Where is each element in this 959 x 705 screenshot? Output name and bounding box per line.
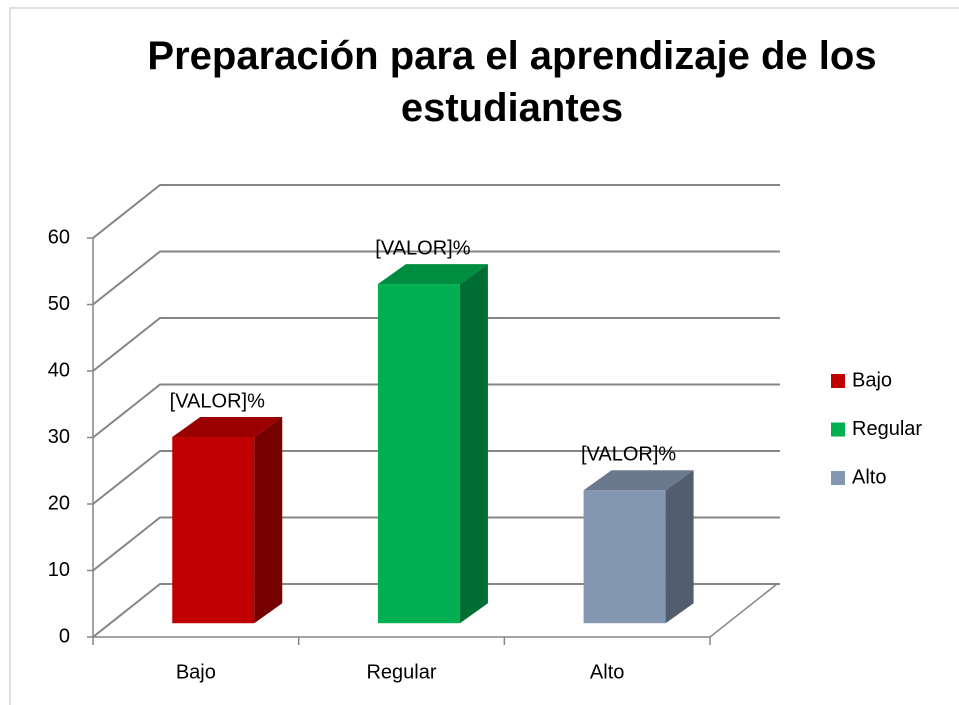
bar-front <box>172 437 255 624</box>
y-tick-label: 40 <box>48 359 70 381</box>
x-tick-label: Bajo <box>176 661 216 683</box>
bar-side <box>665 470 694 624</box>
y-tick-label: 30 <box>48 426 70 448</box>
chart-title: Preparación para el aprendizaje de los e… <box>147 34 877 130</box>
y-tick-label: 20 <box>48 492 70 514</box>
chart-border <box>9 7 959 705</box>
bar-side <box>459 264 488 624</box>
bar-top <box>172 417 283 438</box>
grid-line <box>92 317 780 372</box>
y-tick-label: 0 <box>59 625 70 647</box>
grid-line <box>92 184 780 239</box>
data-label: [VALOR]% <box>375 237 470 259</box>
grid-line <box>92 516 780 572</box>
legend-swatch <box>831 422 845 437</box>
legend-swatch <box>831 471 845 485</box>
legend-label: Alto <box>852 466 886 488</box>
y-tick-label: 60 <box>48 226 70 248</box>
bar-front <box>583 490 666 624</box>
grid-line <box>92 250 780 306</box>
data-label: [VALOR]% <box>170 390 265 412</box>
x-tick-label: Regular <box>366 661 436 683</box>
y-tick-label: 10 <box>48 559 70 581</box>
bar-top <box>583 470 694 491</box>
grid-line <box>92 583 780 638</box>
legend-swatch <box>831 374 845 388</box>
legend-label: Bajo <box>852 369 892 391</box>
bar-front <box>377 284 460 624</box>
x-tick-label: Alto <box>590 661 624 683</box>
legend-label: Regular <box>852 418 922 440</box>
grid-line <box>92 450 780 505</box>
grid-line <box>92 383 780 439</box>
data-label: [VALOR]% <box>581 444 676 466</box>
bar-side <box>254 417 283 624</box>
y-tick-label: 50 <box>48 293 70 315</box>
bar-top <box>377 264 488 285</box>
